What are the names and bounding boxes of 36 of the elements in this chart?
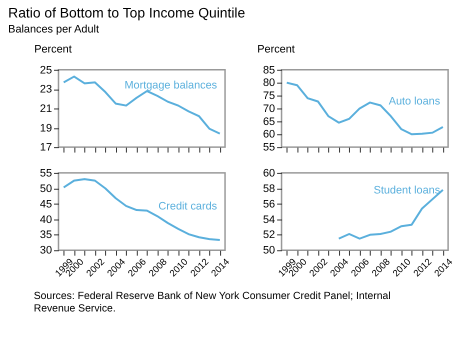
y-tick-label: 56: [262, 198, 276, 210]
series-label: Student loans: [374, 184, 441, 197]
line-series: [286, 82, 444, 136]
y-tick-label: 55: [262, 142, 276, 154]
y-tick-label: 35: [40, 229, 52, 242]
y-tick-label: 45: [40, 198, 52, 210]
y-tick-label: 58: [262, 182, 276, 195]
chart-subtitle: Balances per Adult: [8, 23, 100, 36]
y-tick-label: 25: [40, 64, 52, 76]
y-tick-label: 75: [262, 90, 276, 102]
series-label: Auto loans: [388, 95, 441, 108]
y-tick-label: 50: [40, 182, 52, 195]
y-tick-label: 19: [40, 122, 52, 134]
series-label: Mortgage balances: [124, 80, 218, 92]
y-tick-label: 50: [262, 244, 276, 257]
y-tick-label: 70: [262, 102, 276, 115]
y-tick-label: 54: [262, 214, 276, 226]
y-tick-label: 55: [40, 167, 52, 180]
y-axis-title: Percent: [34, 43, 72, 56]
series-label: Credit cards: [158, 200, 218, 213]
chart-title: Ratio of Bottom to Top Income Quintile: [8, 4, 246, 20]
y-tick-label: 80: [262, 77, 276, 90]
source-note: Sources: Federal Reserve Bank of New York Consumer Credit Panel; Internal Revenue Service.: [34, 290, 391, 315]
line-series: [62, 76, 221, 135]
y-tick-label: 21: [40, 102, 52, 115]
y-tick-label: 52: [262, 229, 276, 242]
y-tick-label: 40: [40, 214, 52, 226]
y-tick-label: 85: [262, 64, 276, 76]
y-tick-label: 17: [40, 142, 52, 154]
y-tick-label: 30: [40, 244, 52, 257]
y-tick-label: 23: [40, 84, 52, 96]
y-tick-label: 60: [262, 167, 276, 180]
y-tick-label: 65: [262, 116, 276, 128]
y-axis-title: Percent: [257, 43, 295, 56]
y-tick-label: 60: [262, 128, 276, 141]
line-series: [62, 178, 221, 242]
